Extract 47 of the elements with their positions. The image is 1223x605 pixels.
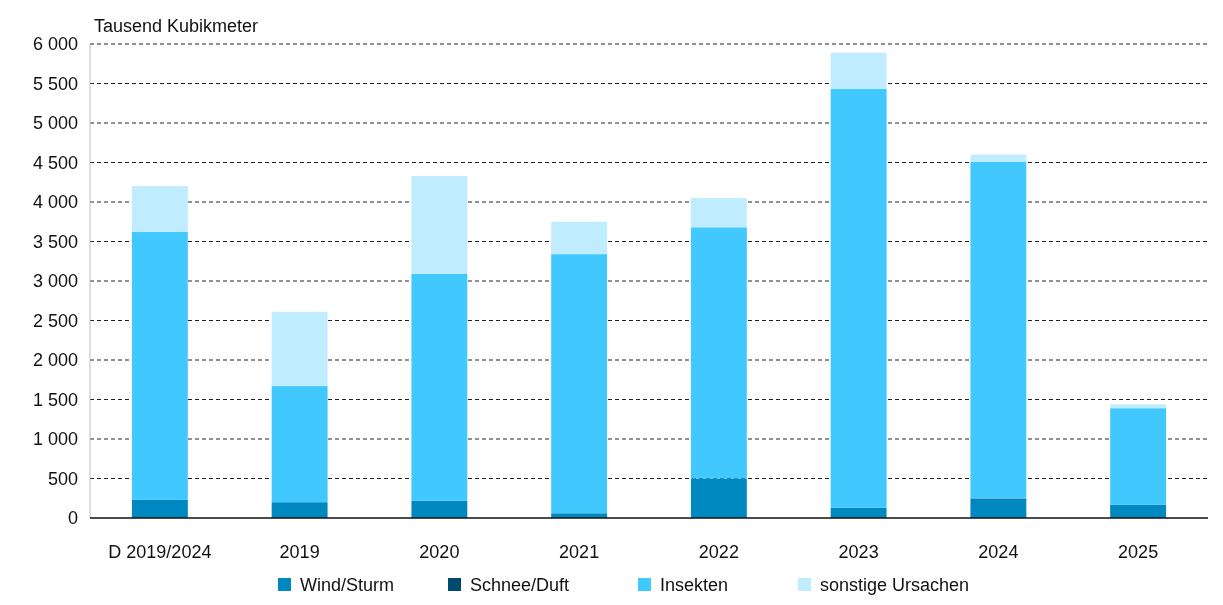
bar xyxy=(131,232,188,500)
bar xyxy=(131,186,188,233)
bar xyxy=(271,386,328,503)
y-tick-label: 3 000 xyxy=(32,271,78,292)
bar xyxy=(271,311,328,387)
y-tick-label: 2 000 xyxy=(32,350,78,371)
bar xyxy=(131,499,188,518)
bar xyxy=(830,52,887,90)
y-tick-label: 4 000 xyxy=(32,192,78,213)
x-tick-label: 2023 xyxy=(838,542,879,562)
y-tick-label: 500 xyxy=(47,468,78,489)
bar xyxy=(411,273,468,501)
x-tick-label: 2019 xyxy=(279,542,320,562)
y-tick-label: 6 000 xyxy=(32,34,78,55)
legend-label: Insekten xyxy=(660,575,729,596)
bar xyxy=(970,154,1027,162)
y-tick-label: 1 000 xyxy=(32,429,78,450)
bar xyxy=(690,478,747,518)
bar xyxy=(970,499,1027,518)
bar xyxy=(970,161,1027,500)
bar xyxy=(830,89,887,508)
bar xyxy=(690,198,747,228)
x-tick-label: D 2019/2024 xyxy=(108,542,212,562)
x-tick-label: 2020 xyxy=(419,542,460,562)
bar xyxy=(411,175,468,274)
y-tick-label: 4 500 xyxy=(32,152,78,173)
bar xyxy=(551,254,608,514)
x-tick-label: 2025 xyxy=(1118,542,1159,562)
bar xyxy=(1110,408,1167,505)
y-tick-label: 3 500 xyxy=(32,231,78,252)
bar xyxy=(411,500,468,518)
bar xyxy=(690,227,747,479)
y-tick-label: 0 xyxy=(67,508,78,529)
x-tick-label: 2021 xyxy=(559,542,600,562)
bar xyxy=(551,221,608,255)
bar xyxy=(1110,404,1167,409)
y-tick-label: 5 000 xyxy=(32,113,78,134)
legend-label: Schnee/Duft xyxy=(470,575,570,596)
y-tick-label: 1 500 xyxy=(32,389,78,410)
legend-label: sonstige Ursachen xyxy=(820,575,970,596)
x-tick-label: 2024 xyxy=(978,542,1019,562)
y-axis-title: Tausend Kubikmeter xyxy=(94,16,259,36)
y-tick-label: 5 500 xyxy=(32,73,78,94)
x-tick-label: 2022 xyxy=(698,542,739,562)
legend-label: Wind/Sturm xyxy=(300,575,395,596)
y-tick-label: 2 500 xyxy=(32,310,78,331)
bar xyxy=(271,502,328,518)
